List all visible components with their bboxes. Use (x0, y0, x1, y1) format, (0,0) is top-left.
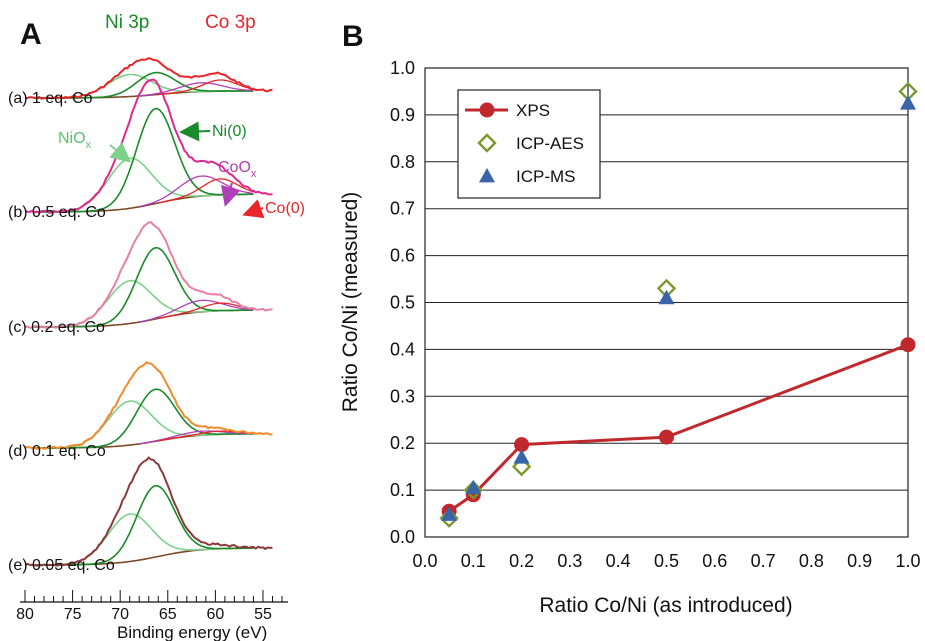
spectrum-label: (c) 0.2 eq. Co (8, 319, 105, 336)
coox-label: CoOx (218, 159, 257, 180)
be-tick-label: 75 (64, 606, 82, 623)
co0-component (158, 79, 254, 96)
coox-component (139, 82, 254, 97)
xps-point (900, 337, 916, 353)
measured-spectrum (24, 57, 273, 100)
x-tick-label: 0.7 (751, 551, 776, 571)
co0-arrow (242, 199, 265, 219)
xps-point (659, 429, 674, 445)
legend: XPS ICP-AES ICP-MS (457, 89, 601, 199)
x-tick-label: 0.5 (654, 551, 679, 571)
coox-component (139, 299, 254, 323)
y-axis-title: Ratio Co/Ni (measured) (339, 192, 362, 413)
x-tick-label: 0.3 (557, 551, 582, 571)
icp-ms-point (900, 95, 916, 110)
measured-spectrum (24, 78, 273, 215)
panel-a: A Ni 3p Co 3p (a) 1 eq. Co (b) 0.5 eq. Co… (8, 12, 305, 641)
legend-label: XPS (516, 101, 550, 120)
spectrum-annotations: NiOx Ni(0) CoOx Co(0) (58, 121, 305, 219)
x-tick-label: 0.6 (702, 551, 727, 571)
icp-ms-point (465, 479, 482, 495)
x-tick-label: 0.4 (606, 551, 631, 571)
be-tick-label: 55 (254, 606, 272, 623)
spectrum-label: (b) 0.5 eq. Co (8, 204, 106, 221)
x-tick-label: 0.2 (509, 551, 534, 571)
niox-component (34, 400, 254, 449)
be-tick-label: 60 (206, 606, 224, 623)
be-tick-label: 65 (159, 606, 177, 623)
legend-label: ICP-AES (516, 134, 584, 153)
x-tick-label: 0.8 (799, 551, 824, 571)
spectrum-e: (e) 0.05 eq. Co (8, 456, 273, 574)
y-tick-label: 0.9 (390, 105, 415, 125)
spectrum-d: (d) 0.1 eq. Co (8, 360, 273, 460)
co0-label: Co(0) (265, 200, 305, 217)
x-tick-label: 0.1 (461, 551, 486, 571)
x-tick-label: 1.0 (895, 551, 920, 571)
panel-b: B 0.00.10.20.30.40.50.60.70.80.91.00.0 0.… (339, 20, 921, 617)
legend-marker-xps (479, 102, 495, 118)
x-tick-label: 0.9 (847, 551, 872, 571)
be-tick-label: 70 (111, 606, 129, 623)
spectrum-a: (a) 1 eq. Co (8, 57, 273, 107)
xps-point (514, 437, 530, 453)
coox-arrow (221, 182, 241, 207)
y-tick-label: 0.6 (390, 246, 415, 266)
legend-marker-icp-ms (479, 168, 495, 183)
icp-aes-point (511, 456, 532, 477)
y-tick-label: 0.3 (390, 386, 415, 406)
spectrum-label: (d) 0.1 eq. Co (8, 443, 106, 460)
niox-arrow (109, 142, 132, 163)
icp-aes-point (463, 480, 483, 500)
panel-a-letter: A (20, 18, 42, 51)
spectrum-label: (a) 1 eq. Co (8, 90, 93, 107)
xps-line (448, 343, 909, 513)
ni0-component (34, 107, 254, 213)
icp-aes-point (439, 508, 459, 528)
y-tick-label: 0.8 (390, 152, 415, 172)
ni-3p-header: Ni 3p (105, 12, 149, 33)
measured-spectrum (24, 360, 273, 451)
measured-spectrum (24, 221, 273, 330)
ni0-component (34, 388, 254, 449)
measured-spectrum (24, 456, 273, 567)
co0-component (158, 302, 254, 320)
y-tick-label: 0.1 (390, 480, 415, 500)
y-tick-label: 1.0 (390, 58, 415, 78)
panel-b-letter: B (342, 20, 364, 53)
ni0-arrow (179, 121, 211, 142)
be-tick-label: 80 (16, 606, 34, 623)
y-tick-label: 0.7 (390, 199, 415, 219)
icp-ms-point (441, 506, 458, 521)
ni0-label: Ni(0) (212, 123, 247, 140)
tick-labels: 0.0 0.1 0.2 0.3 0.4 0.5 0.6 0.7 0.8 0.9 1.0 0.0 0.1 0… (390, 58, 921, 571)
y-tick-label: 0.5 (390, 293, 415, 313)
y-tick-label: 0.2 (390, 433, 415, 453)
x-tick-label: 0.0 (412, 551, 437, 571)
legend-label: ICP-MS (516, 167, 576, 186)
y-tick-label: 0.4 (390, 339, 415, 359)
icp-ms-point (513, 449, 530, 464)
ni0-component (34, 484, 254, 566)
niox-label: NiOx (58, 130, 92, 151)
binding-energy-axis: 80 75 70 65 60 55 (16, 590, 288, 623)
spectrum-label: (e) 0.05 eq. Co (8, 557, 115, 574)
co-3p-header: Co 3p (205, 12, 256, 33)
icp-ms-point (658, 289, 675, 305)
spectrum-c: (c) 0.2 eq. Co (8, 221, 273, 336)
data-series (439, 81, 918, 528)
x-axis-title: Ratio Co/Ni (as introduced) (539, 594, 792, 617)
y-tick-label: 0.0 (390, 527, 415, 547)
legend-marker-icp-aes (477, 133, 497, 153)
be-axis-title: Binding energy (eV) (117, 623, 267, 641)
